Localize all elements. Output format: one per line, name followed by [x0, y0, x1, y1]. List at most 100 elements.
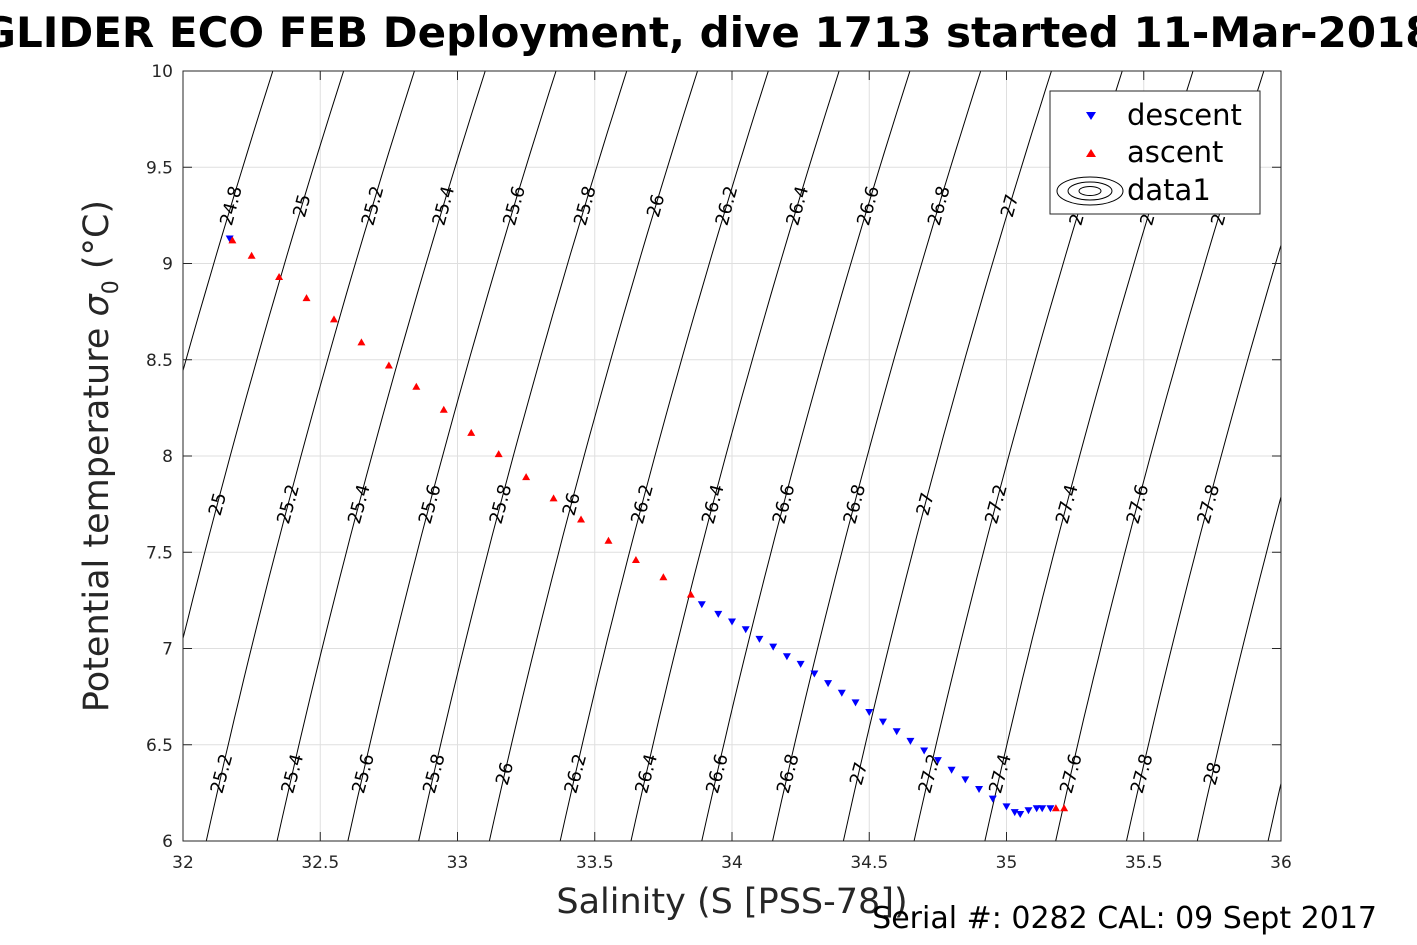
descent-point — [961, 776, 970, 784]
isopycnal-line — [1125, 243, 1281, 841]
isopycnal-line — [183, 71, 274, 373]
x-tick-label: 33 — [447, 853, 469, 873]
ascent-point — [275, 272, 284, 280]
y-tick-label: 9.5 — [146, 158, 173, 178]
x-tick-label: 32.5 — [301, 853, 339, 873]
y-tick-label: 7 — [162, 640, 173, 660]
legend-data1-label: data1 — [1127, 173, 1211, 207]
x-tick-label: 34.5 — [850, 853, 888, 873]
descent-point — [824, 680, 833, 688]
descent-point — [892, 728, 901, 736]
descent-point — [933, 757, 942, 765]
ascent-point — [329, 315, 338, 323]
series-ascent — [228, 236, 1069, 812]
isopycnal-line — [205, 71, 415, 841]
ascent-point — [659, 573, 668, 581]
descent-point — [1038, 805, 1047, 813]
y-tick-label: 8.5 — [146, 351, 173, 371]
descent-point — [837, 689, 846, 697]
y-axis-label-symbol: σ — [77, 292, 117, 316]
chart-title: GLIDER ECO FEB Deployment, dive 1713 sta… — [0, 8, 1417, 57]
legend-ascent-marker — [1086, 149, 1096, 157]
ascent-point — [549, 494, 558, 502]
x-tick-label: 36 — [1270, 853, 1292, 873]
ascent-point — [1060, 804, 1069, 812]
isopycnal-line — [630, 71, 840, 841]
legend-descent-marker — [1086, 112, 1096, 120]
descent-point — [1010, 809, 1019, 817]
x-tick-label: 35.5 — [1125, 853, 1163, 873]
descent-point — [769, 643, 778, 651]
isopycnal-line — [418, 71, 628, 841]
descent-point — [1032, 805, 1041, 813]
ascent-point — [631, 555, 640, 563]
descent-point — [975, 786, 984, 794]
descent-point — [782, 653, 791, 661]
y-tick-label: 10 — [151, 62, 173, 82]
x-tick-label: 32 — [172, 853, 194, 873]
descent-point — [741, 626, 750, 634]
legend-descent-label: descent — [1127, 98, 1242, 132]
descent-point — [1024, 807, 1033, 815]
y-axis-label: Potential temperature σ0 (°C) — [77, 200, 124, 712]
y-tick-label: 6.5 — [146, 736, 173, 756]
series-descent — [225, 235, 1055, 819]
y-tick-label: 8 — [162, 447, 173, 467]
ascent-point — [467, 428, 476, 436]
ascent-point — [604, 536, 613, 544]
ascent-point — [522, 473, 531, 481]
legend-contour-icon — [1056, 176, 1124, 206]
ascent-point — [302, 294, 311, 302]
isopycnal-line — [347, 71, 557, 841]
isopycnal-line — [701, 71, 911, 841]
descent-point — [1002, 803, 1011, 811]
y-axis-label-subscript: 0 — [99, 280, 124, 294]
y-axis-ticks: 6 6.5 7 7.5 8 8.5 9 9.5 10 — [146, 62, 1281, 852]
ascent-point — [494, 450, 503, 458]
isopycnal-line — [842, 71, 1052, 841]
ascent-point — [247, 251, 256, 259]
descent-point — [906, 737, 915, 745]
x-axis-label: Salinity (S [PSS-78]) — [556, 882, 907, 922]
descent-point — [865, 709, 874, 717]
ascent-point — [384, 361, 393, 369]
isopycnal-line — [488, 71, 699, 841]
isopycnal-line — [183, 71, 345, 641]
descent-point — [851, 699, 860, 707]
isopycnal-line — [559, 71, 769, 841]
descent-point — [225, 235, 234, 243]
legend-ascent-label: ascent — [1127, 135, 1223, 169]
ascent-point — [412, 382, 421, 390]
descent-point — [947, 766, 956, 774]
density-contours — [183, 71, 1281, 841]
isopycnal-line — [276, 71, 486, 841]
ascent-point — [686, 590, 695, 598]
descent-point — [728, 618, 736, 626]
descent-point — [755, 635, 764, 643]
x-axis-ticks: 32 32.5 33 33.5 34 34.5 35 35.5 36 — [172, 71, 1292, 873]
descent-point — [1046, 805, 1055, 813]
legend: descent ascent data1 — [1049, 90, 1261, 215]
isopycnal-line — [772, 71, 982, 841]
descent-point — [810, 670, 819, 678]
descent-point — [878, 718, 887, 726]
ascent-point — [1051, 804, 1060, 812]
ascent-point — [439, 405, 448, 413]
x-tick-label: 35 — [996, 853, 1018, 873]
descent-point — [714, 610, 723, 618]
descent-point — [796, 660, 805, 668]
x-tick-label: 34 — [721, 853, 743, 873]
legend-box — [1049, 90, 1261, 215]
ascent-point — [357, 338, 366, 346]
ascent-point — [577, 515, 586, 523]
y-axis-label-main: Potential temperature — [77, 316, 117, 712]
isopycnal-line — [1267, 781, 1281, 841]
x-tick-label: 33.5 — [576, 853, 614, 873]
y-axis-label-unit: (°C) — [77, 200, 117, 280]
isopycnal-line — [1196, 494, 1281, 841]
descent-point — [988, 795, 997, 803]
footer-serial-cal: Serial #: 0282 CAL: 09 Sept 2017 — [872, 901, 1377, 936]
descent-point — [920, 747, 929, 755]
descent-point — [697, 601, 706, 609]
